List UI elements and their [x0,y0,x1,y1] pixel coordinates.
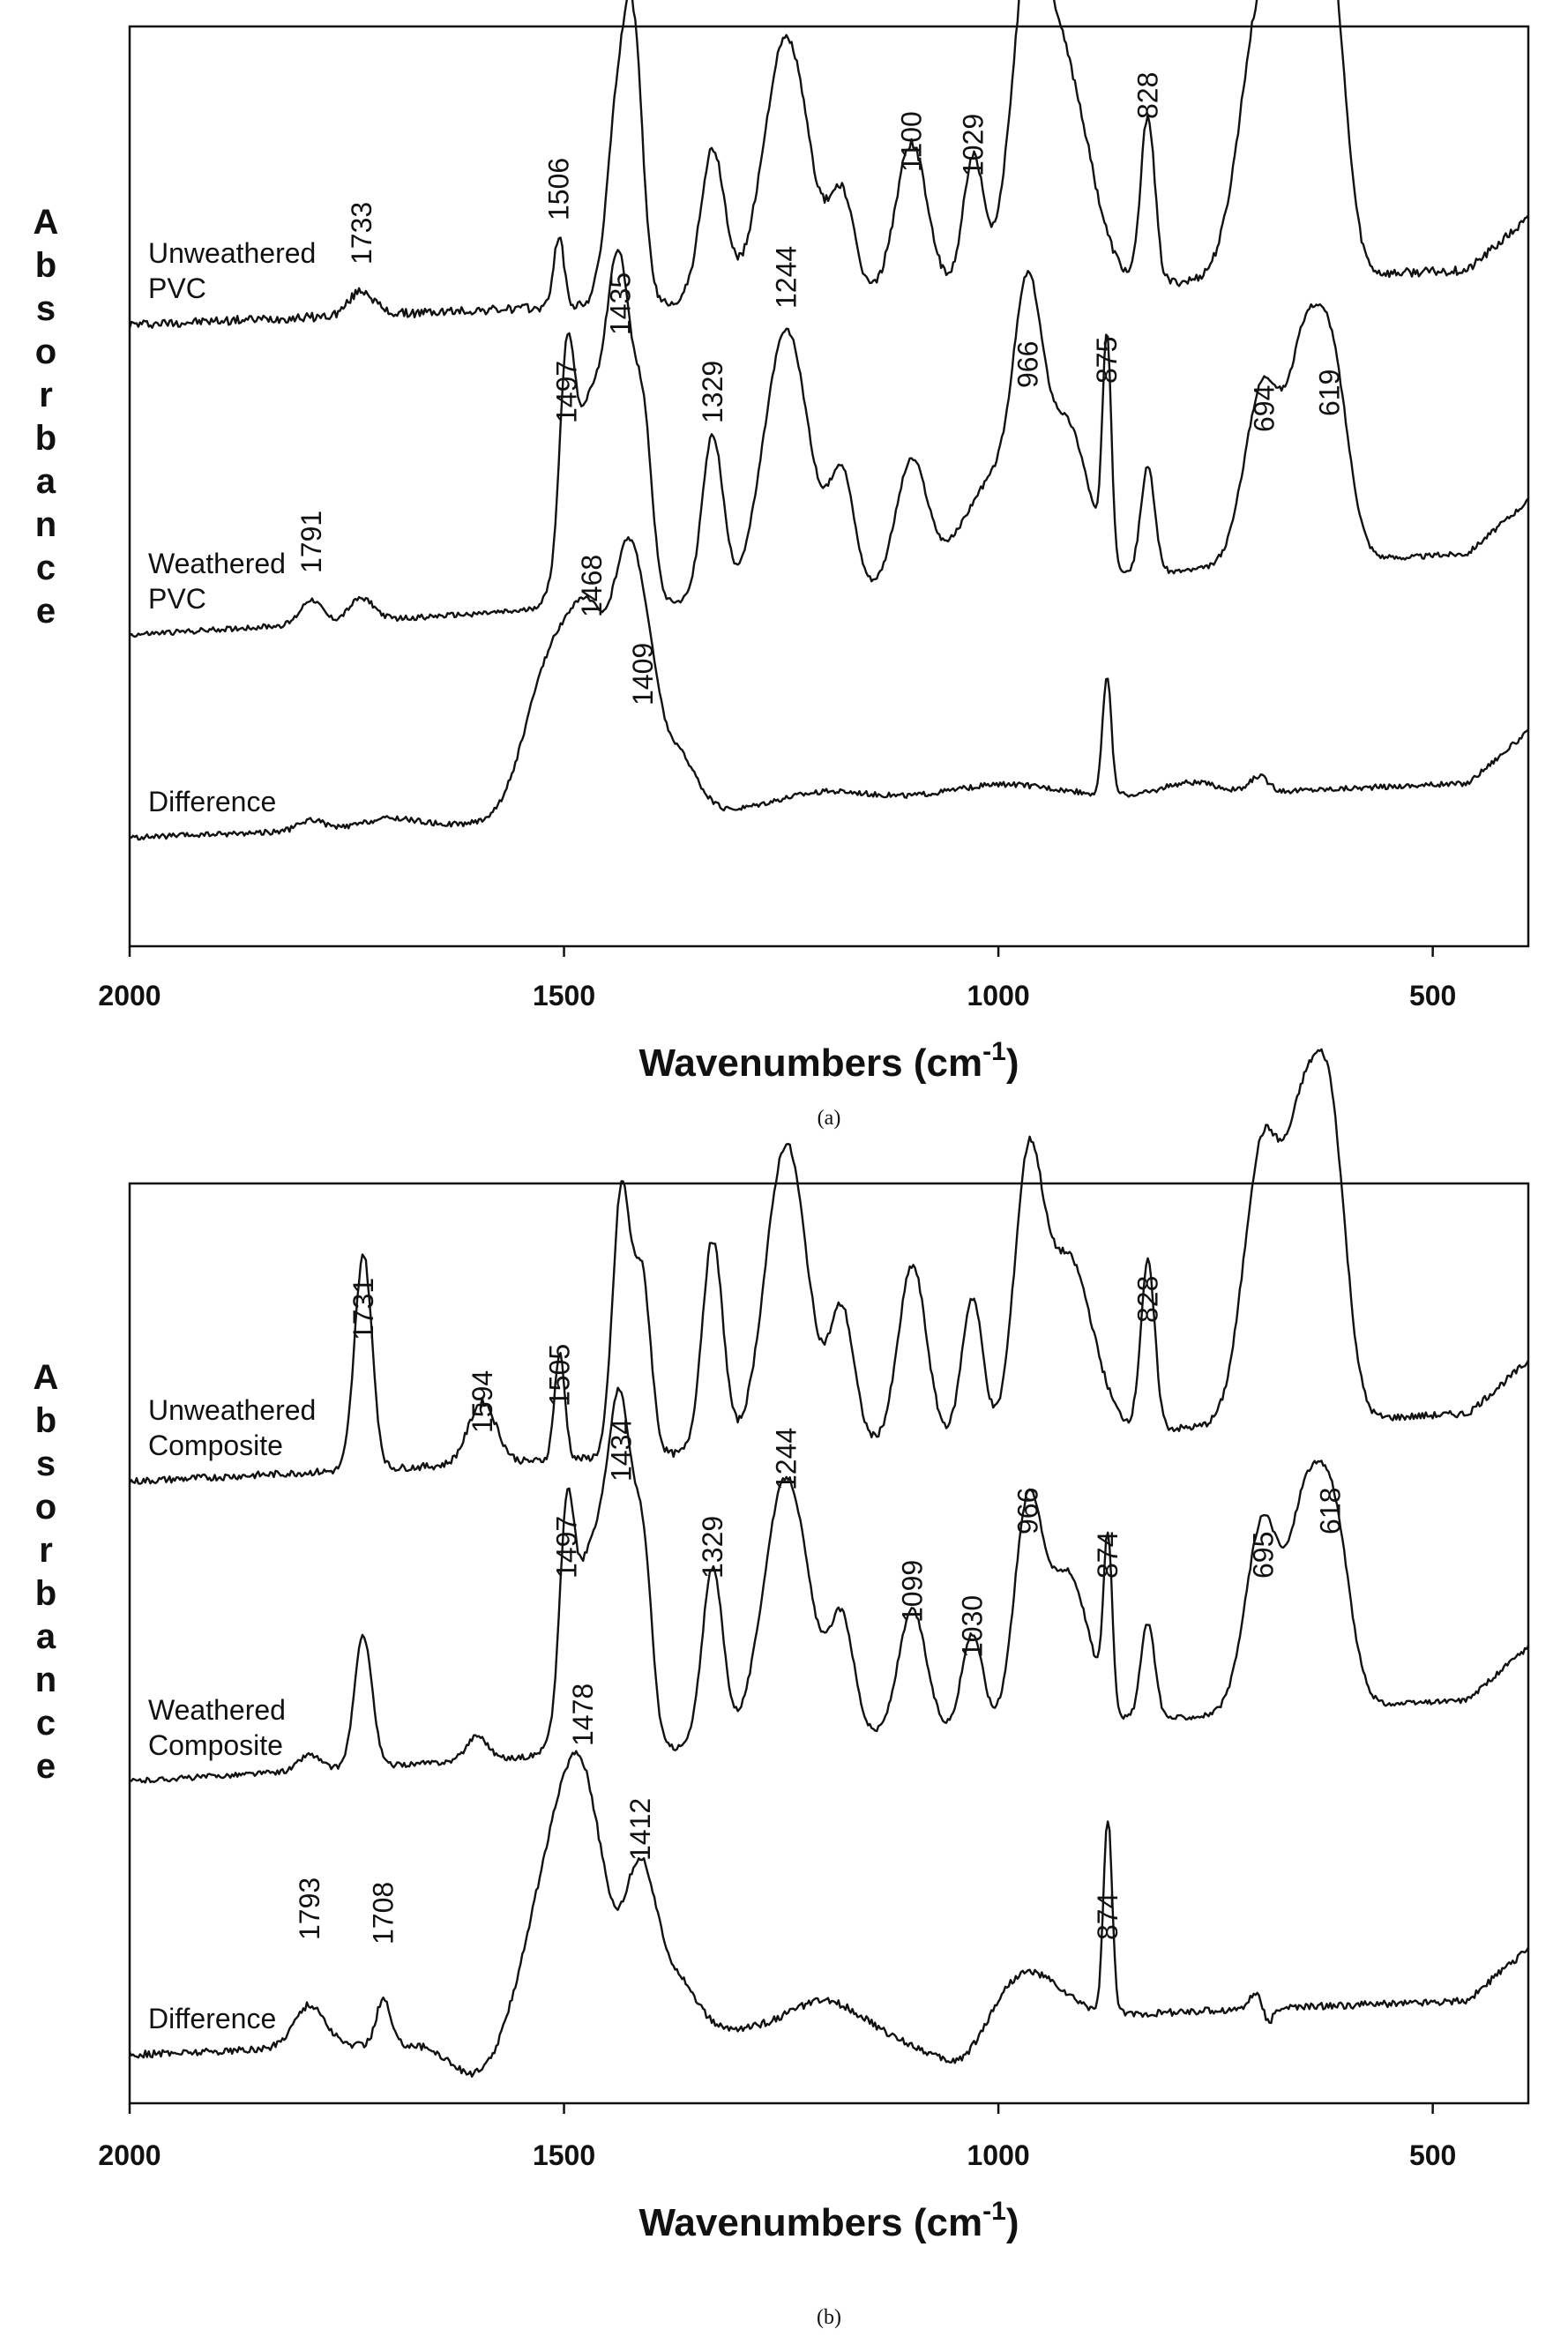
x-tick-label: 2000 [98,2139,161,2171]
series-label: Composite [148,1430,283,1461]
y-axis-title-letter: o [35,332,56,371]
peak-label: 1708 [368,1882,399,1945]
y-axis-title-letter: e [36,592,56,631]
y-axis-title-letter: a [36,1617,56,1656]
x-tick-label: 2000 [98,980,161,1012]
peak-label: 1793 [294,1877,325,1940]
y-axis-title-letter: s [36,1444,56,1483]
peak-label: 874 [1092,1532,1124,1579]
series-line [129,1386,1530,1784]
x-tick-label: 1000 [967,2139,1029,2171]
peak-label: 1505 [544,1344,576,1407]
y-axis-title-letter: c [36,1704,56,1743]
peak-label: 828 [1132,72,1164,119]
series-line [129,536,1529,841]
peak-label: 1497 [551,361,583,423]
series-label: Weathered [148,548,286,579]
series-label: Difference [148,786,276,817]
plot-frame [128,25,1530,948]
series-line [128,1750,1530,2078]
series-label: Difference [148,2003,276,2034]
series-label: Weathered [148,1694,286,1726]
peak-label: 695 [1248,1532,1280,1579]
x-axis-title: Wavenumbers (cm-1) [639,1037,1019,1085]
peak-label: 1100 [896,111,928,172]
y-axis-title-letter: b [35,1574,56,1613]
peak-label: 828 [1132,1276,1164,1323]
series-line [128,0,1529,329]
peak-label: 694 [1249,385,1281,432]
y-axis-title-letter: A [34,203,59,242]
x-tick-label: 1500 [533,2139,595,2171]
y-axis-title-letter: b [35,419,56,458]
x-tick-label: 1500 [533,980,595,1012]
peak-label: 1329 [697,361,728,423]
peak-label: 1244 [771,246,803,309]
y-axis-title-letter: c [36,549,56,587]
peak-label: 1434 [606,1419,638,1482]
y-axis-title-letter: s [36,289,56,328]
peak-label: 1468 [576,555,608,617]
x-tick-label: 1000 [967,980,1029,1012]
peak-label: 874 [1092,1893,1124,1940]
peak-label: 1478 [567,1683,599,1746]
series-label: PVC [148,272,206,304]
peak-label: 1733 [346,202,377,265]
peak-label: 1594 [467,1370,498,1433]
y-axis-title-letter: r [39,376,53,414]
peak-label: 618 [1314,1488,1346,1534]
peak-label: 1506 [543,158,575,220]
x-tick-label: 500 [1409,980,1456,1012]
peak-label: 1435 [605,272,637,335]
peak-label: 1244 [771,1428,803,1490]
peak-label: 1099 [897,1560,929,1623]
y-axis-title-letter: a [36,462,56,501]
panel-caption: (b) [817,2306,841,2329]
y-axis-title-letter: b [35,246,56,285]
series-label: PVC [148,583,206,615]
peak-label: 619 [1313,370,1345,416]
panel-caption: (a) [818,1107,841,1130]
y-axis-title-letter: A [34,1358,59,1397]
y-axis-title-letter: r [39,1531,53,1570]
peak-label: 1329 [697,1516,728,1579]
y-axis-title-letter: b [35,1401,56,1440]
y-axis-title-letter: n [35,505,56,544]
plot-frame [128,1182,1530,2105]
peak-label: 1412 [624,1798,656,1861]
peak-label: 1030 [957,1595,989,1658]
series-line [129,249,1529,638]
peak-label: 966 [1012,1488,1044,1534]
peak-label: 1791 [295,511,327,573]
peak-label: 875 [1091,337,1123,384]
series-label: Unweathered [148,1394,316,1426]
y-axis-title-letter: e [36,1747,56,1786]
y-axis-title-letter: n [35,1661,56,1699]
peak-label: 966 [1012,341,1044,388]
series-label: Unweathered [148,237,316,269]
x-axis-title: Wavenumbers (cm-1) [639,2197,1019,2244]
peak-label: 1409 [627,643,659,705]
series-line [128,1048,1530,1485]
series-label: Composite [148,1729,283,1761]
y-axis-title-letter: o [35,1488,56,1527]
x-tick-label: 500 [1409,2139,1456,2171]
peak-label: 1029 [958,114,989,176]
peak-label: 1497 [551,1516,583,1579]
peak-label: 1731 [347,1278,379,1340]
